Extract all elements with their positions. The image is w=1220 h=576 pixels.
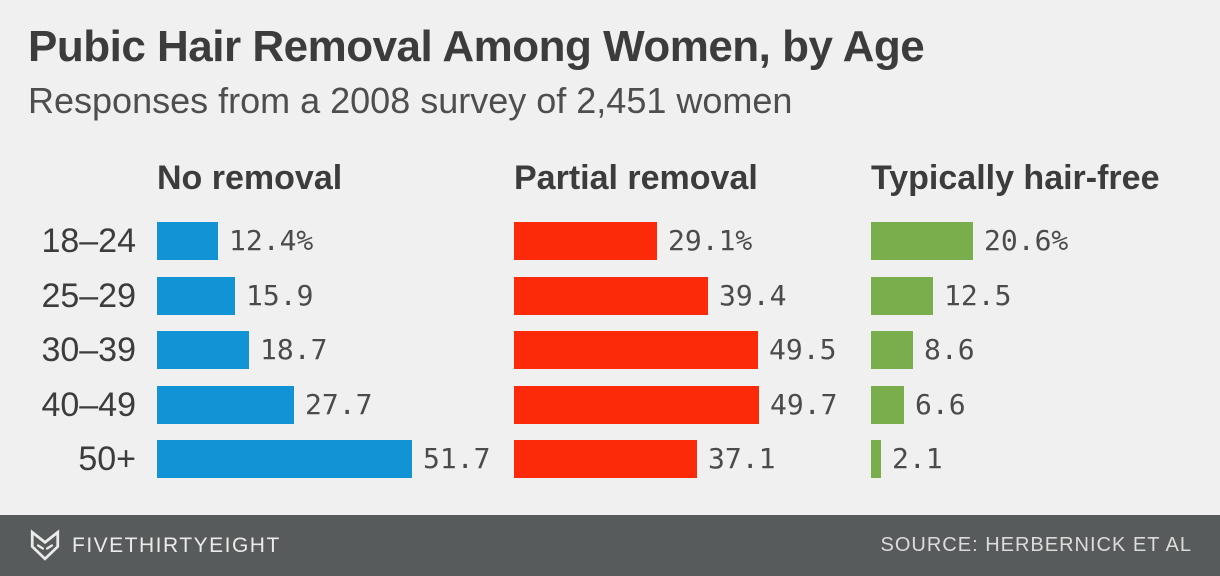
bar-no-removal	[157, 331, 249, 369]
bar-chart-small-multiples: 18–24 25–29 30–39 40–49 50+ No removal 12.4% 15…	[41, 159, 1160, 478]
bar-partial-removal	[514, 222, 657, 260]
chart-title: Pubic Hair Removal Among Women, by Age	[28, 22, 925, 71]
age-label: 40–49	[41, 386, 136, 424]
bar-typically-hair-free	[871, 277, 933, 315]
bar-partial-removal	[514, 440, 697, 478]
bar-no-removal	[157, 222, 218, 260]
bar-value-label: 6.6	[915, 388, 966, 421]
bar-value-label: 49.7	[770, 388, 838, 421]
fivethirtyeight-fox-icon	[30, 529, 60, 561]
footer-bar: FIVETHIRTYEIGHT SOURCE: HERBERNICK ET AL	[0, 515, 1220, 576]
bar-value-label: 39.4	[719, 279, 787, 312]
bar-value-label: 37.1	[708, 442, 776, 475]
series-header-typically-hair-free: Typically hair-free	[871, 159, 1160, 197]
bar-value-label: 18.7	[260, 333, 328, 366]
bar-typically-hair-free	[871, 440, 881, 478]
bar-no-removal	[157, 440, 412, 478]
bar-value-label: 49.5	[769, 333, 837, 366]
series-header-partial-removal: Partial removal	[514, 159, 758, 197]
bar-value-label: 12.5	[944, 279, 1012, 312]
bar-value-label: 51.7	[423, 442, 491, 475]
bar-partial-removal	[514, 277, 708, 315]
age-label: 30–39	[41, 331, 136, 369]
bar-value-label: 27.7	[305, 388, 373, 421]
bar-typically-hair-free	[871, 386, 904, 424]
bar-value-label: 12.4%	[229, 224, 314, 257]
age-label: 18–24	[41, 222, 136, 260]
bar-partial-removal	[514, 386, 759, 424]
bar-no-removal	[157, 277, 235, 315]
age-label: 25–29	[41, 277, 136, 315]
bar-no-removal	[157, 386, 294, 424]
bar-value-label: 2.1	[892, 442, 943, 475]
source-credit: SOURCE: HERBERNICK ET AL	[880, 534, 1192, 556]
bar-typically-hair-free	[871, 222, 973, 260]
bar-partial-removal	[514, 331, 758, 369]
fivethirtyeight-wordmark: FIVETHIRTYEIGHT	[72, 533, 281, 557]
bar-value-label: 20.6%	[984, 224, 1069, 257]
bar-value-label: 15.9	[246, 279, 314, 312]
bar-value-label: 8.6	[924, 333, 975, 366]
chart-subtitle: Responses from a 2008 survey of 2,451 wo…	[28, 80, 793, 121]
bar-value-label: 29.1%	[668, 224, 753, 257]
age-label: 50+	[78, 440, 136, 478]
bar-typically-hair-free	[871, 331, 913, 369]
series-header-no-removal: No removal	[157, 159, 343, 197]
